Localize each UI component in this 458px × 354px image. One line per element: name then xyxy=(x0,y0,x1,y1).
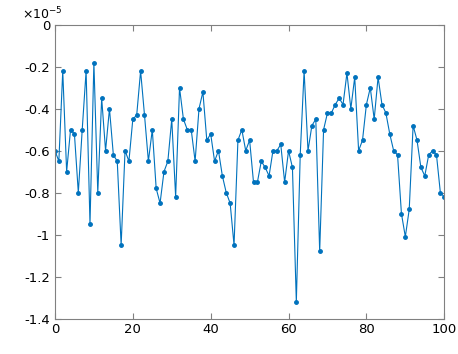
Text: $\times10^{-5}$: $\times10^{-5}$ xyxy=(22,5,63,22)
